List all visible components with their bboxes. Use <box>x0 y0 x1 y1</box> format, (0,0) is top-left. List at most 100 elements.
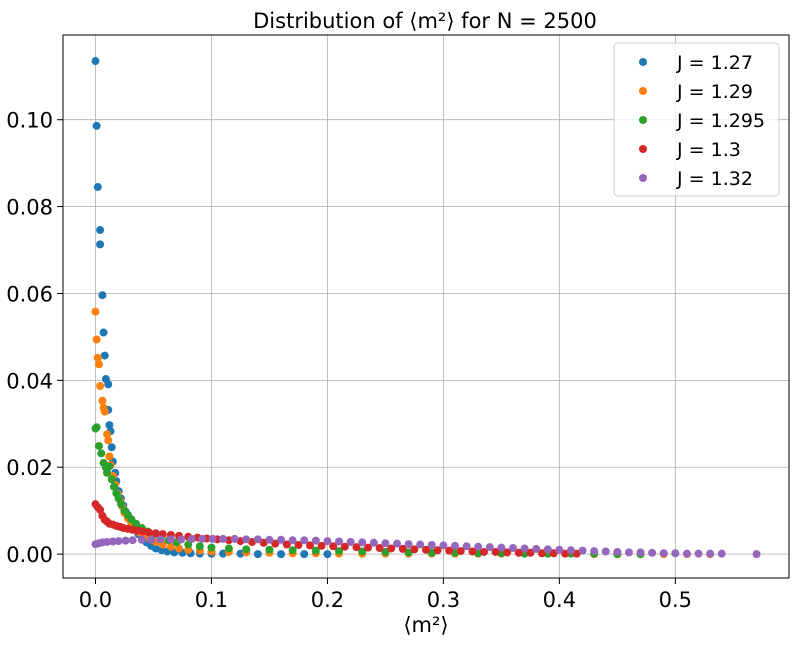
data-point <box>306 541 315 550</box>
data-point <box>532 544 541 553</box>
data-point <box>100 351 109 360</box>
legend-box <box>613 42 780 197</box>
data-point <box>253 535 262 544</box>
data-point <box>110 482 119 491</box>
data-point <box>271 539 280 548</box>
data-point <box>103 537 112 546</box>
data-point <box>99 328 108 337</box>
data-point <box>107 475 116 484</box>
data-point <box>485 543 494 552</box>
series-3 <box>91 423 645 559</box>
data-point <box>132 519 141 528</box>
legend-label: J = 1.295 <box>676 110 765 132</box>
data-point <box>456 547 465 556</box>
data-point <box>340 542 349 551</box>
chart-title: Distribution of ⟨m²⟩ for N = 2500 <box>253 9 597 33</box>
data-point <box>300 550 309 559</box>
data-point <box>156 535 165 544</box>
x-tick-label: 0.0 <box>79 588 112 612</box>
data-point <box>555 545 564 554</box>
data-point <box>514 548 523 557</box>
legend-item: J = 1.3 <box>639 139 741 161</box>
data-point <box>300 536 309 545</box>
data-point <box>613 547 622 556</box>
data-point <box>94 441 103 450</box>
data-point <box>288 536 297 545</box>
data-point <box>706 549 715 558</box>
data-point <box>311 546 320 555</box>
legend-marker <box>639 145 647 153</box>
data-point <box>128 536 137 545</box>
y-tick-label: 0.04 <box>6 369 53 393</box>
data-point <box>335 547 344 556</box>
data-point <box>752 550 761 559</box>
data-point <box>219 534 228 543</box>
data-points <box>91 57 761 559</box>
data-point <box>277 550 286 559</box>
data-point <box>116 500 125 509</box>
legend-marker <box>639 58 647 66</box>
legend-label: J = 1.27 <box>676 52 753 74</box>
data-point <box>207 543 216 552</box>
data-point <box>92 423 101 432</box>
series-5 <box>91 534 761 559</box>
data-point <box>105 421 114 430</box>
data-point <box>474 542 483 551</box>
data-point <box>108 537 117 546</box>
data-point <box>364 543 373 552</box>
x-tick-label: 0.5 <box>659 588 692 612</box>
data-point <box>375 544 384 553</box>
data-point <box>103 430 112 439</box>
data-point <box>98 291 107 300</box>
data-point <box>104 380 113 389</box>
data-point <box>543 545 552 554</box>
data-point <box>92 121 101 130</box>
data-point <box>520 544 529 553</box>
data-point <box>265 535 274 544</box>
data-point <box>491 547 500 556</box>
data-point <box>93 183 102 192</box>
data-point <box>107 443 116 452</box>
data-point <box>566 546 575 555</box>
x-tick-label: 0.2 <box>311 588 344 612</box>
data-point <box>590 547 599 556</box>
legend-label: J = 1.32 <box>676 168 753 190</box>
data-point <box>91 57 100 66</box>
data-point <box>398 544 407 553</box>
data-point <box>317 541 326 550</box>
data-point <box>242 545 251 554</box>
x-tick-label: 0.4 <box>543 588 576 612</box>
data-point <box>439 541 448 550</box>
data-point <box>636 548 645 557</box>
data-point <box>166 535 175 544</box>
data-point <box>526 548 535 557</box>
data-point <box>92 335 101 344</box>
data-point <box>174 544 183 553</box>
legend-marker <box>639 174 647 182</box>
data-point <box>277 535 286 544</box>
data-point <box>561 549 570 558</box>
data-point <box>265 545 274 554</box>
y-tick-label: 0.02 <box>6 456 53 480</box>
data-point <box>96 505 105 514</box>
data-point <box>96 240 105 249</box>
data-point <box>282 540 291 549</box>
y-tick-label: 0.10 <box>6 109 53 133</box>
data-point <box>671 549 680 558</box>
data-point <box>450 541 459 550</box>
data-point <box>381 547 390 556</box>
legend-label: J = 1.29 <box>676 81 753 103</box>
data-point <box>445 546 454 555</box>
data-point <box>352 543 361 552</box>
data-point <box>98 396 107 405</box>
data-point <box>166 542 175 551</box>
data-point <box>369 538 378 547</box>
data-point <box>479 547 488 556</box>
data-point <box>195 542 204 551</box>
y-axis-ticks: 0.00 0.02 0.04 0.06 0.08 0.10 <box>6 109 63 567</box>
data-point <box>659 549 668 558</box>
x-axis-ticks: 0.0 0.1 0.2 0.3 0.4 0.5 <box>79 578 692 612</box>
data-point <box>503 548 512 557</box>
data-point <box>410 545 419 554</box>
